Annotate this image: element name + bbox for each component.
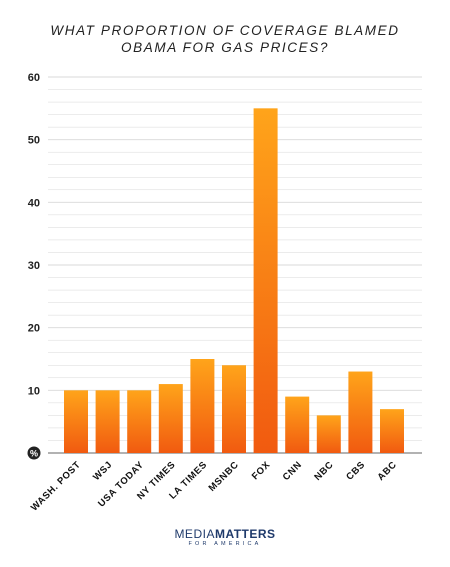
y-tick-label: 60 bbox=[28, 72, 40, 84]
y-axis-ticks: 10 20 30 40 50 60% bbox=[27, 72, 41, 460]
bar bbox=[222, 365, 246, 453]
bar bbox=[380, 409, 404, 453]
logo-media-text: MEDIA bbox=[174, 527, 215, 541]
zero-marker-circle bbox=[27, 446, 41, 460]
x-category-label: WSJ bbox=[91, 459, 115, 483]
bar bbox=[95, 390, 120, 453]
x-category-label: FOX bbox=[250, 459, 273, 482]
bar bbox=[348, 371, 373, 453]
x-category-label: CBS bbox=[344, 459, 367, 482]
x-category-label: ABC bbox=[376, 459, 400, 483]
zero-marker-label: % bbox=[30, 449, 38, 459]
bar bbox=[127, 390, 152, 453]
y-tick-label: 40 bbox=[28, 197, 40, 209]
logo-subtitle: FOR AMERICA bbox=[188, 541, 262, 547]
x-category-label: WASH. POST bbox=[29, 459, 83, 513]
bar bbox=[190, 359, 215, 453]
bar bbox=[316, 415, 341, 453]
bar bbox=[285, 396, 310, 453]
bar bbox=[253, 108, 278, 453]
chart-title: WHAT PROPORTION OF COVERAGE BLAMED OBAMA… bbox=[0, 22, 450, 56]
x-category-label: NBC bbox=[312, 459, 336, 483]
y-tick-label: 20 bbox=[28, 323, 40, 335]
bars bbox=[64, 108, 404, 453]
y-tick-label: 50 bbox=[28, 135, 40, 147]
bar bbox=[64, 390, 88, 453]
y-tick-label: 10 bbox=[28, 385, 40, 397]
chart-title-line-1: WHAT PROPORTION OF COVERAGE BLAMED bbox=[50, 23, 400, 38]
chart-title-line-2: OBAMA FOR GAS PRICES? bbox=[121, 40, 329, 55]
media-matters-logo: MEDIAMATTERS FOR AMERICA bbox=[0, 528, 450, 547]
x-category-label: CNN bbox=[281, 459, 305, 483]
x-category-label: MSNBC bbox=[207, 459, 242, 494]
bar bbox=[158, 384, 183, 453]
logo-matters-text: MATTERS bbox=[214, 527, 276, 541]
y-tick-label: 30 bbox=[28, 260, 40, 272]
